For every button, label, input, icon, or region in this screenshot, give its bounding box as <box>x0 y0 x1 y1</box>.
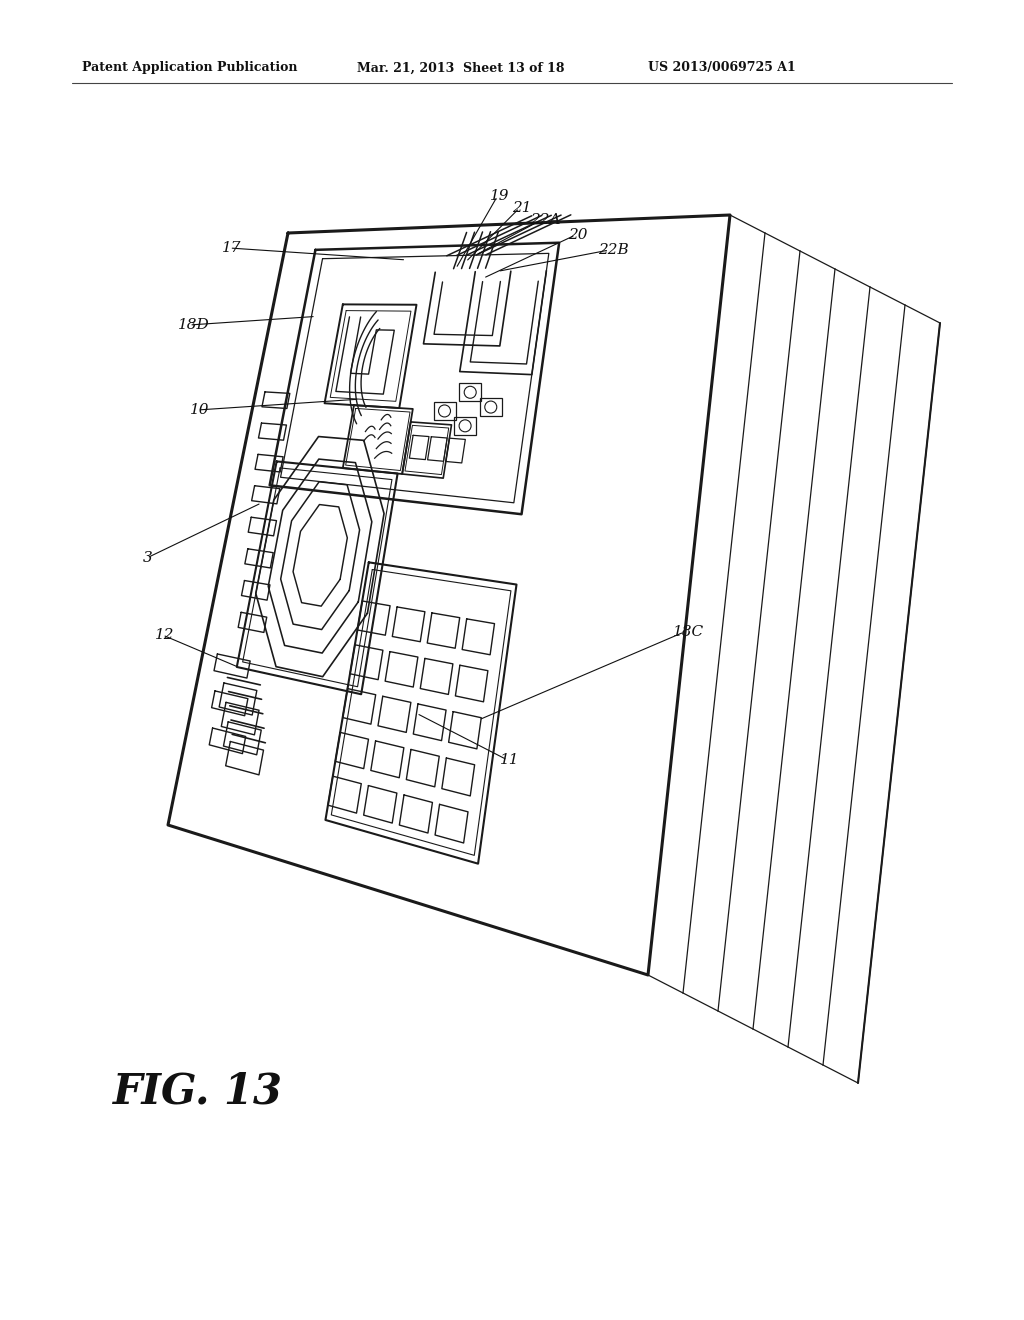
Text: 3: 3 <box>143 550 153 565</box>
Text: 22A: 22A <box>530 213 560 227</box>
Text: 11: 11 <box>500 752 519 767</box>
Text: 17: 17 <box>222 242 242 255</box>
Bar <box>480 399 502 416</box>
Text: 21: 21 <box>512 201 531 215</box>
Text: US 2013/0069725 A1: US 2013/0069725 A1 <box>648 62 796 74</box>
Text: Patent Application Publication: Patent Application Publication <box>82 62 298 74</box>
Text: Mar. 21, 2013  Sheet 13 of 18: Mar. 21, 2013 Sheet 13 of 18 <box>357 62 564 74</box>
Text: 22B: 22B <box>598 243 629 257</box>
Text: 18D: 18D <box>178 318 210 333</box>
Bar <box>454 417 476 434</box>
Text: 19: 19 <box>490 189 510 203</box>
Text: 18C: 18C <box>673 624 705 639</box>
Text: FIG. 13: FIG. 13 <box>113 1071 283 1111</box>
Text: 20: 20 <box>568 228 588 242</box>
Text: 12: 12 <box>155 628 174 642</box>
Text: 10: 10 <box>190 403 210 417</box>
Bar <box>459 383 481 401</box>
Bar <box>433 403 456 420</box>
